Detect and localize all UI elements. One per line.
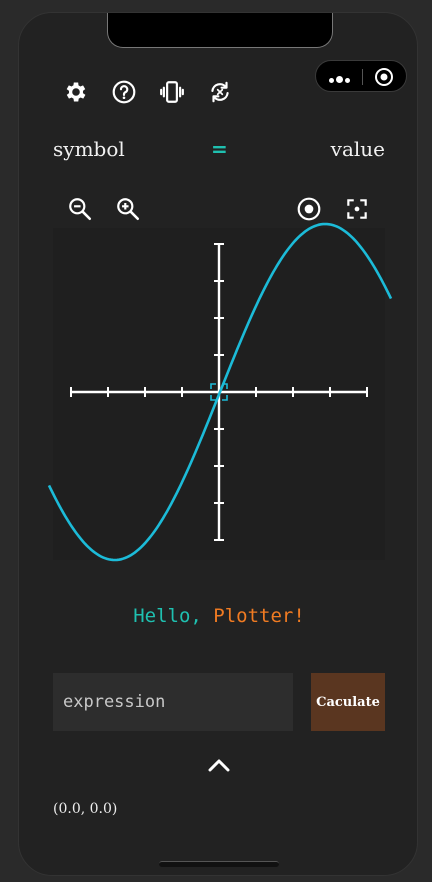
calculate-button[interactable]: Caculate — [311, 673, 385, 731]
fit-screen-icon[interactable] — [344, 196, 370, 222]
zoom-out-icon[interactable] — [67, 196, 93, 222]
target-circle-icon[interactable] — [374, 67, 394, 87]
more-dots-icon[interactable] — [328, 68, 358, 84]
greeting-part-2: Plotter! — [213, 605, 305, 627]
value-label: value — [330, 137, 385, 161]
equals-sign: = — [211, 137, 228, 161]
zoom-in-icon[interactable] — [115, 196, 141, 222]
chevron-up-icon[interactable] — [206, 755, 232, 775]
sync-icon[interactable] — [207, 79, 233, 105]
expression-input[interactable] — [53, 673, 293, 731]
capsule-divider — [362, 69, 363, 85]
device-notch — [107, 13, 333, 48]
symbol-label: symbol — [53, 137, 125, 161]
greeting-text: Hello, Plotter! — [19, 605, 417, 627]
symbol-value-header: symbol = value — [53, 137, 385, 163]
crosshair-circle-icon[interactable] — [296, 196, 322, 222]
greeting-part-1: Hello, — [133, 605, 214, 627]
home-indicator[interactable] — [159, 861, 279, 867]
mini-program-capsule — [315, 60, 407, 92]
phone-frame: symbol = value Hello, Plotter! — [18, 12, 418, 876]
plot-canvas[interactable] — [53, 228, 385, 560]
vibrate-icon[interactable] — [159, 79, 185, 105]
help-circle-icon[interactable] — [111, 79, 137, 105]
cursor-coordinates: (0.0, 0.0) — [53, 801, 118, 817]
gear-icon[interactable] — [63, 79, 89, 105]
